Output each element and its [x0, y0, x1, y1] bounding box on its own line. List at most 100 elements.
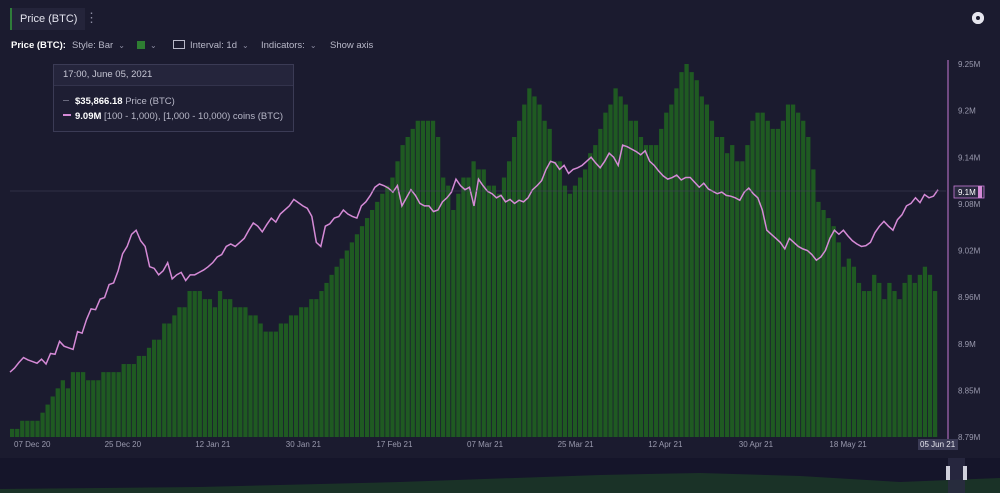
price-bar — [547, 128, 552, 437]
price-bar — [679, 72, 684, 438]
price-bar — [420, 120, 426, 437]
price-bar — [537, 104, 542, 437]
price-bar — [664, 112, 669, 438]
price-bar — [522, 104, 527, 437]
price-bar — [648, 145, 654, 437]
tooltip-holdings-row: 9.09M [100 - 1,000), [1,000 - 10,000) co… — [63, 111, 283, 122]
price-bar — [121, 364, 126, 437]
series-title: Price (BTC) — [20, 13, 78, 25]
price-bar — [319, 291, 324, 437]
show-axis-button[interactable]: Show axis — [330, 40, 374, 51]
price-bar — [202, 299, 207, 437]
holdings-legend-icon — [63, 114, 71, 116]
price-bar — [197, 291, 202, 437]
style-dropdown[interactable]: Style: Bar ⌄ — [72, 40, 125, 51]
current-value-label: 9.1M — [958, 188, 976, 197]
price-bar — [628, 120, 633, 437]
interval-dropdown[interactable]: Interval: 1d ⌄ — [173, 40, 249, 51]
price-bar — [755, 112, 760, 438]
price-bar — [116, 372, 121, 437]
price-bar — [283, 323, 289, 437]
price-bar — [136, 355, 142, 437]
price-bar — [253, 315, 258, 437]
price-bar — [725, 153, 730, 437]
navigator[interactable] — [0, 458, 1000, 493]
price-bar — [151, 339, 157, 437]
price-bar — [304, 307, 309, 437]
price-bar — [30, 420, 35, 437]
price-bar — [861, 291, 867, 437]
price-bar — [243, 307, 248, 437]
settings-icon[interactable] — [972, 12, 984, 24]
price-bar — [912, 282, 917, 437]
price-bar — [552, 161, 557, 438]
current-value-marker — [953, 185, 985, 199]
header-bar: Price (BTC) ⋮ — [0, 0, 1000, 36]
price-bar — [562, 185, 568, 437]
chevron-down-icon: ⌄ — [118, 41, 125, 50]
price-bar — [268, 331, 273, 437]
price-bar — [806, 136, 811, 438]
price-bar — [217, 291, 223, 437]
price-bar — [491, 185, 497, 437]
price-bar — [334, 266, 339, 437]
holdings-line — [9, 144, 939, 373]
price-bar — [841, 266, 846, 437]
x-tick-label: 30 Apr 21 — [739, 440, 774, 449]
chevron-down-icon: ⌄ — [309, 41, 317, 50]
price-bar — [501, 177, 507, 437]
price-bar — [567, 193, 573, 437]
price-bar — [694, 80, 699, 437]
price-bar — [65, 388, 71, 437]
price-bar — [623, 104, 628, 437]
more-options-icon[interactable]: ⋮ — [85, 10, 98, 25]
price-bar — [45, 404, 50, 437]
price-bar — [15, 428, 20, 437]
price-bar — [593, 145, 598, 437]
price-bar — [486, 185, 491, 437]
price-bar — [638, 136, 644, 438]
price-bar — [770, 128, 775, 437]
x-tick-label: 07 Mar 21 — [467, 440, 504, 449]
price-bar — [126, 364, 131, 437]
price-bar — [719, 136, 725, 438]
price-bar — [643, 145, 649, 437]
price-bar — [344, 250, 349, 437]
price-bar — [922, 266, 928, 437]
x-tick-label: 17 Feb 21 — [376, 440, 413, 449]
price-bar — [354, 234, 360, 437]
price-bar — [380, 193, 385, 437]
chevron-down-icon: ⌄ — [150, 41, 157, 50]
y-tick-label: 8.96M — [958, 293, 981, 302]
x-current-label-bg — [918, 439, 958, 450]
color-picker[interactable]: ⌄ — [137, 40, 157, 51]
tooltip-price-row: $35,866.18 Price (BTC) — [63, 96, 175, 107]
price-bar — [70, 372, 76, 437]
price-bar — [796, 112, 801, 438]
price-bar — [10, 428, 15, 437]
price-bar — [329, 274, 334, 437]
y-tick-label: 9.25M — [958, 60, 981, 69]
price-bar — [669, 104, 674, 437]
price-bar — [86, 380, 91, 437]
price-bar — [471, 161, 476, 438]
price-bar — [91, 380, 96, 437]
price-bar — [339, 258, 344, 437]
x-tick-label: 18 May 21 — [829, 440, 867, 449]
x-tick-label: 30 Jan 21 — [286, 440, 322, 449]
price-bar — [872, 274, 877, 437]
price-bar — [588, 153, 593, 437]
indicators-dropdown[interactable]: Indicators: ⌄ — [261, 40, 317, 51]
price-bar — [699, 96, 704, 438]
navigator-handle-right[interactable] — [963, 466, 967, 480]
indicators-label: Indicators: — [261, 40, 305, 51]
price-bar — [425, 120, 431, 437]
color-swatch — [137, 41, 145, 49]
series-title-tab[interactable]: Price (BTC) — [10, 8, 86, 30]
calendar-icon — [173, 40, 185, 49]
price-bar — [263, 331, 268, 437]
navigator-handle-left[interactable] — [946, 466, 950, 480]
tooltip-price-label: Price (BTC) — [125, 96, 175, 107]
price-bar — [613, 88, 618, 437]
